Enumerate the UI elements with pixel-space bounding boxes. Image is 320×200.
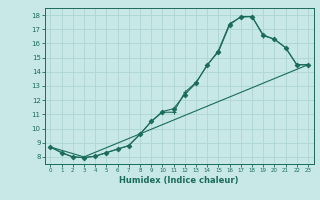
X-axis label: Humidex (Indice chaleur): Humidex (Indice chaleur)	[119, 176, 239, 185]
